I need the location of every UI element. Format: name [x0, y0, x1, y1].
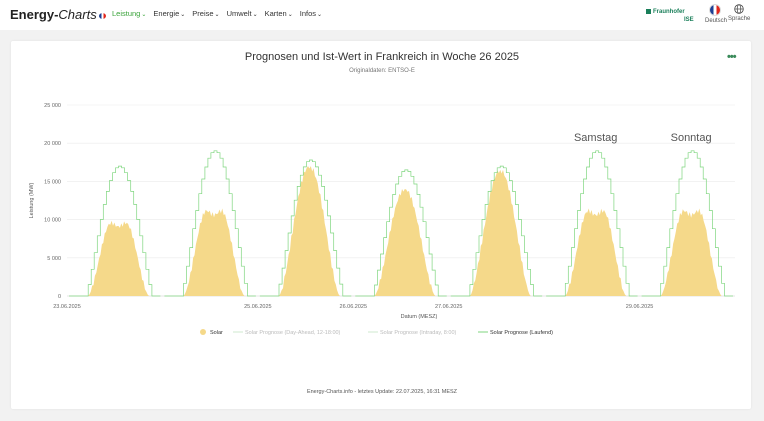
forecast-line-day-2	[164, 150, 256, 297]
forecast-line-day-5	[450, 165, 543, 297]
forecast-line-day-4	[355, 169, 447, 297]
y-tick-label: 15 000	[44, 179, 61, 185]
y-tick-label: 20 000	[44, 141, 61, 147]
legend-label[interactable]: Solar Prognose (Day-Ahead, 12-18:00)	[245, 330, 341, 336]
x-tick-label: 23.06.2025	[53, 304, 81, 310]
chart-title: Prognosen und Ist-Wert in Frankreich in …	[244, 51, 520, 63]
chevron-down-icon: ⌄	[214, 12, 220, 18]
x-axis-label: Datum (MESZ)	[401, 314, 438, 320]
forecast-line-day-3	[259, 159, 352, 297]
forecast-line-day-6	[546, 150, 638, 297]
legend-label[interactable]: Solar Prognose (Intraday, 8:00)	[380, 330, 456, 336]
nav-item-umwelt[interactable]: Umwelt⌄	[226, 9, 258, 18]
y-tick-label: 0	[58, 294, 61, 300]
chart-menu-button[interactable]: •••	[727, 51, 737, 63]
y-tick-label: 10 000	[44, 218, 61, 224]
region-label: Sprache	[728, 16, 751, 22]
chart-credit: Energy-Charts.info - letztes Update: 22.…	[306, 389, 458, 395]
fraunhofer-icon	[646, 8, 651, 14]
forecast-line-day-1	[69, 165, 161, 297]
legend-marker-solar[interactable]	[200, 329, 206, 335]
legend-label[interactable]: Solar	[210, 330, 223, 336]
main-nav: Leistung⌄ Energie⌄ Preise⌄ Umwelt⌄ Karte…	[112, 9, 322, 18]
x-tick-label: 26.06.2025	[340, 304, 368, 310]
x-tick-label: 25.06.2025	[244, 304, 272, 310]
annotation-sonntag: Sonntag	[671, 132, 712, 144]
solar-area-day-3	[278, 166, 340, 296]
solar-area-day-6	[565, 208, 627, 296]
nav-item-leistung[interactable]: Leistung⌄	[112, 9, 147, 18]
france-flag-icon	[709, 4, 721, 16]
chevron-down-icon: ⌄	[317, 12, 323, 18]
language-label: Deutsch	[705, 18, 728, 24]
chevron-down-icon: ⌄	[287, 12, 293, 18]
solar-area-day-1	[87, 220, 150, 296]
region-switch[interactable]: Sprache	[728, 4, 750, 22]
chevron-down-icon: ⌄	[252, 12, 258, 18]
solar-area-day-2	[183, 208, 245, 296]
solar-area-day-7	[660, 208, 722, 296]
y-tick-label: 25 000	[44, 103, 61, 109]
y-tick-label: 5 000	[47, 256, 61, 262]
nav-item-energie[interactable]: Energie⌄	[153, 9, 186, 18]
x-tick-label: 27.06.2025	[435, 304, 463, 310]
annotation-samstag: Samstag	[574, 132, 617, 144]
logo-main-text: Energy-	[10, 7, 59, 22]
top-navigation-bar: Energy-Charts Leistung⌄ Energie⌄ Preise⌄…	[0, 0, 764, 30]
solar-area-day-5	[469, 169, 531, 296]
logo-sub-text: Charts	[58, 7, 97, 22]
solar-area-day-4	[374, 189, 436, 296]
y-axis-label: Leistung (MW)	[29, 182, 35, 218]
chevron-down-icon: ⌄	[141, 12, 147, 18]
nav-item-karten[interactable]: Karten⌄	[264, 9, 293, 18]
chevron-down-icon: ⌄	[180, 12, 186, 18]
nav-item-infos[interactable]: Infos⌄	[299, 9, 323, 18]
france-flag-icon	[98, 12, 106, 19]
fraunhofer-logo[interactable]: Fraunhofer ISE	[646, 8, 694, 24]
energy-charts-logo[interactable]: Energy-Charts	[10, 7, 106, 22]
globe-icon	[734, 4, 744, 14]
chart-subtitle: Originaldaten: ENTSO-E	[349, 68, 415, 74]
nav-item-preise[interactable]: Preise⌄	[192, 9, 220, 18]
chart-card	[11, 41, 751, 409]
forecast-line-day-7	[641, 150, 733, 297]
x-tick-label: 29.06.2025	[626, 304, 654, 310]
language-switch[interactable]: Deutsch	[705, 4, 728, 24]
legend-label[interactable]: Solar Prognose (Laufend)	[490, 330, 553, 336]
